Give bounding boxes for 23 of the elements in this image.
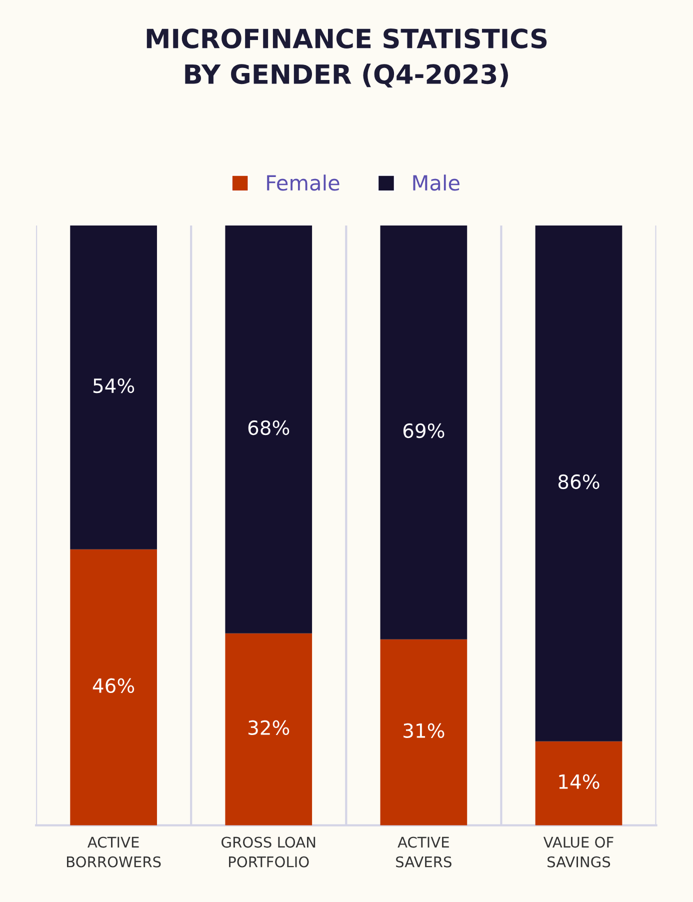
data-label: 14% bbox=[559, 774, 600, 789]
bar bbox=[380, 226, 468, 640]
bar bbox=[225, 226, 312, 634]
legend-label: Female bbox=[267, 174, 340, 191]
data-label: 69% bbox=[403, 423, 444, 438]
bar bbox=[535, 226, 622, 742]
bar bbox=[380, 639, 468, 826]
bar bbox=[535, 741, 622, 826]
x-tick-label: VALUE OF SAVINGS bbox=[543, 836, 614, 868]
x-tick-label: ACTIVE BORROWERS bbox=[66, 836, 161, 868]
bar bbox=[70, 226, 157, 550]
data-label: 32% bbox=[248, 720, 290, 735]
data-label: 86% bbox=[558, 474, 600, 490]
bar bbox=[225, 633, 312, 826]
data-label: 68% bbox=[248, 420, 290, 436]
x-tick-label: GROSS LOAN PORTFOLIO bbox=[222, 836, 316, 868]
chart-title: MICROFINANCE STATISTICS BY GENDER (Q4-2023) bbox=[146, 28, 547, 88]
bar bbox=[70, 549, 157, 826]
data-label: 46% bbox=[92, 678, 134, 694]
data-label: 31% bbox=[404, 723, 444, 738]
data-label: 54% bbox=[93, 378, 134, 394]
legend-label: Male bbox=[413, 174, 460, 191]
x-tick-label: ACTIVE SAVERS bbox=[396, 836, 452, 868]
